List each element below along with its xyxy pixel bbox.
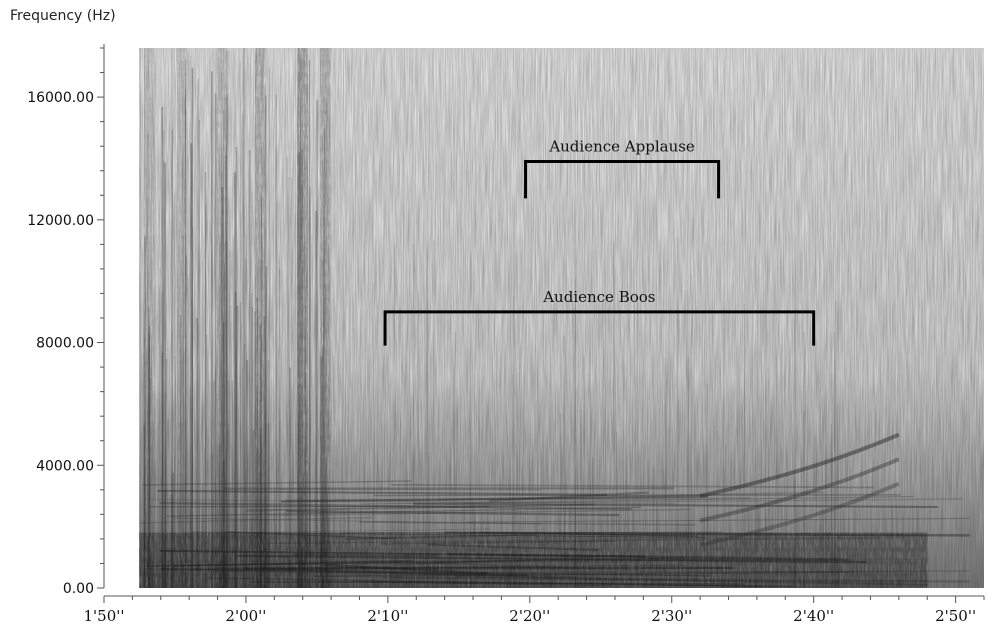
y-axis-title: Frequency (Hz) — [10, 8, 116, 24]
spectrogram-column — [177, 48, 188, 588]
spectrogram-harmonic — [285, 509, 620, 517]
spectrogram-column — [320, 48, 331, 588]
y-tick-label: 12000.00 — [27, 213, 94, 229]
spectrogram-harmonic — [267, 508, 691, 517]
x-tick-label: 2'20'' — [509, 607, 550, 625]
spectrogram-harmonic — [699, 481, 900, 547]
spectrogram-harmonic — [463, 498, 963, 505]
spectrogram-column — [297, 48, 308, 588]
spectrogram-harmonic — [466, 517, 970, 523]
bracket-line — [383, 310, 816, 346]
spectrogram-harmonic — [171, 517, 542, 525]
spectrogram-image — [138, 48, 984, 588]
spectrogram-harmonic — [359, 521, 696, 526]
x-tick-label: 2'50'' — [935, 607, 976, 625]
x-tick-label: 2'00'' — [225, 607, 266, 625]
annotation-label: Audience Boos — [542, 288, 655, 306]
spectrogram-base-band — [139, 532, 928, 588]
spectrogram-harmonic — [363, 496, 914, 505]
x-tick-label: 2'10'' — [367, 607, 408, 625]
spectrogram-noise — [139, 48, 984, 588]
spectrogram-harmonic — [413, 502, 938, 509]
y-tick-label: 0.00 — [63, 581, 94, 597]
spectrogram-harmonic — [157, 489, 608, 496]
x-tick-label: 2'30'' — [651, 607, 692, 625]
spectrogram-harmonic — [699, 457, 900, 523]
spectrogram-harmonic — [159, 501, 632, 511]
spectrogram-harmonic — [218, 528, 491, 534]
spectrogram-harmonic — [246, 503, 595, 512]
annotation-label: Audience Applause — [548, 138, 695, 156]
spectrogram-harmonic — [488, 491, 649, 503]
x-tick-label: 2'40'' — [793, 607, 834, 625]
x-tick-label: 1'50'' — [83, 607, 124, 625]
spectrogram-harmonic — [142, 480, 412, 486]
spectrogram-harmonic — [280, 495, 708, 503]
spectrogram-harmonic — [437, 491, 824, 501]
y-tick-label: 8000.00 — [36, 336, 94, 352]
bracket-line — [524, 160, 721, 199]
spectrogram-harmonic — [373, 494, 901, 497]
spectrogram-harmonic — [166, 506, 642, 517]
spectrogram-harmonic — [156, 499, 676, 505]
y-tick-label: 16000.00 — [27, 90, 94, 106]
annotation-bracket: Audience Applause — [524, 138, 721, 199]
spectrogram-column — [255, 48, 266, 588]
spectrogram-harmonic — [280, 488, 542, 491]
spectrogram-harmonic — [342, 531, 723, 534]
spectrogram-column — [216, 48, 227, 588]
spectrogram-harmonic — [699, 432, 900, 498]
y-tick-label: 4000.00 — [36, 458, 94, 474]
spectrogram-harmonic — [390, 483, 875, 489]
annotation-bracket: Audience Boos — [383, 288, 816, 346]
spectrogram-harmonic — [148, 505, 490, 508]
spectrogram-harmonic — [286, 497, 751, 502]
spectrogram-harmonic — [139, 516, 373, 524]
spectrogram-column — [144, 48, 155, 588]
